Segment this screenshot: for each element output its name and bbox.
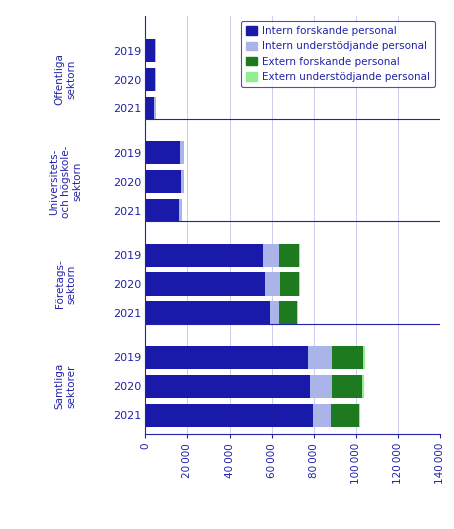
Bar [308,346,332,369]
Bar [145,272,266,296]
Bar [332,346,364,369]
Bar [297,302,298,325]
Bar [145,346,308,369]
Text: Företags-
sektorn: Företags- sektorn [55,260,76,308]
Bar [263,243,279,267]
Bar [145,404,313,427]
Bar [270,302,279,325]
Bar [145,39,155,62]
Bar [145,170,181,194]
Bar [154,97,156,120]
Bar [279,243,299,267]
Bar [280,272,299,296]
Bar [180,141,184,165]
Bar [145,141,180,165]
Bar [299,243,300,267]
Bar [145,375,310,398]
Bar [359,404,360,427]
Bar [155,39,156,62]
Bar [145,243,263,267]
Bar [145,199,178,222]
Text: Offentliga
sektorn: Offentliga sektorn [55,53,76,105]
Bar [155,68,156,91]
Bar [181,170,184,194]
Bar [331,404,359,427]
Bar [299,272,300,296]
Bar [266,272,280,296]
Bar [178,199,182,222]
Bar [364,346,365,369]
Bar [310,375,332,398]
Text: Samtliga
sektorer: Samtliga sektorer [55,363,76,409]
Bar [145,68,155,91]
Bar [332,375,362,398]
Bar [313,404,331,427]
Text: Universitets-
och högskole-
sektorn: Universitets- och högskole- sektorn [49,145,82,218]
Bar [145,302,270,325]
Bar [279,302,297,325]
Legend: Intern forskande personal, Intern understödjande personal, Extern forskande pers: Intern forskande personal, Intern unders… [241,21,435,87]
Bar [362,375,364,398]
Bar [145,97,154,120]
